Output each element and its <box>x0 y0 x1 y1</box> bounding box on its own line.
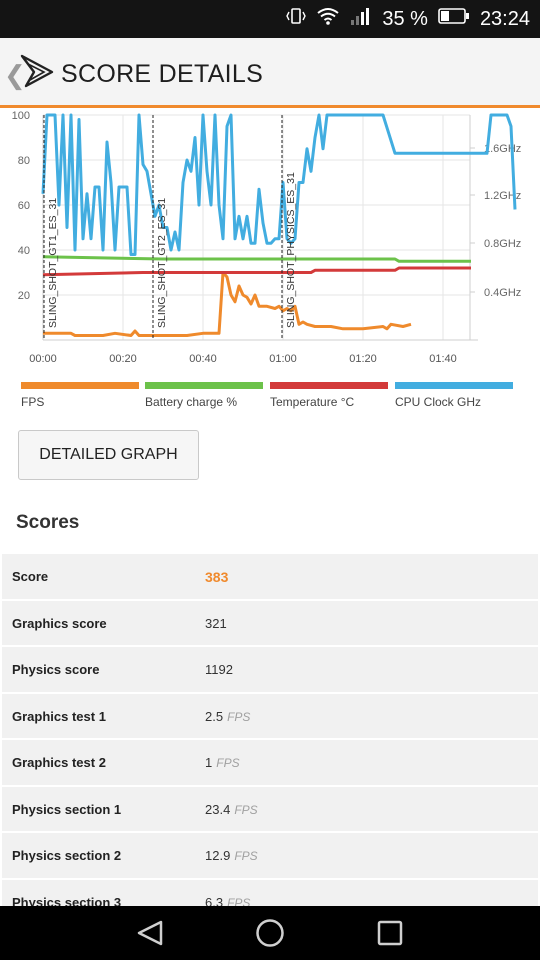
series-line-0 <box>43 271 412 337</box>
series-line-3 <box>41 113 517 256</box>
navigation-bar <box>0 906 540 960</box>
table-row: Graphics test 1 2.5 FPS <box>2 691 538 738</box>
row-value: 321 <box>205 616 227 631</box>
y-tick-label-left: 100 <box>12 110 30 122</box>
row-label: Graphics test 1 <box>12 708 106 724</box>
value-unit: FPS <box>227 895 251 907</box>
x-tick-label: 00:00 <box>29 353 57 365</box>
legend-cpu-clock: CPU Clock GHz <box>395 382 513 412</box>
clock-time: 23:24 <box>479 7 530 30</box>
legend-temperature-swatch <box>270 382 388 389</box>
page-title: SCORE DETAILS <box>61 60 264 88</box>
row-value: 1 FPS <box>205 755 240 770</box>
y-tick-label-right: 0.8GHz <box>484 238 521 250</box>
row-label: Graphics score <box>12 615 107 631</box>
legend-cpu-clock-label: CPU Clock GHz <box>395 395 482 409</box>
nav-home-icon[interactable] <box>256 919 284 947</box>
x-tick-label: 01:00 <box>269 353 297 365</box>
performance-chart: 100 80 60 40 20 1.6GHz 1.2GHz 0.8GHz 0.4GHz 00:00… <box>12 110 522 365</box>
value-unit: FPS <box>234 802 258 817</box>
y-tick-label-left: 80 <box>18 155 30 167</box>
row-value: 2.5 FPS <box>205 709 250 724</box>
value-number: 2.5 <box>205 708 224 724</box>
series-line-2 <box>42 266 471 277</box>
value-number: 383 <box>205 569 229 585</box>
x-tick-label: 00:20 <box>109 353 137 365</box>
legend-battery-swatch <box>145 382 263 389</box>
value-number: 1 <box>205 755 213 770</box>
value-unit: FPS <box>234 849 258 863</box>
value-unit: FPS <box>216 756 240 770</box>
row-value: 23.4 FPS <box>205 802 258 817</box>
test-marker-label: SLING_SHOT_PHYSICS_ES_31 <box>285 172 297 328</box>
row-value: 383 <box>205 569 228 585</box>
table-row: Physics section 1 23.4 FPS <box>2 784 538 831</box>
scores-table: Score 383 Graphics score 321 Physics sco… <box>2 552 538 906</box>
test-marker-label: SLING_SHOT_GT2_ES_31 <box>156 198 168 328</box>
value-number: 321 <box>205 615 227 631</box>
scores-heading: Scores <box>16 512 80 533</box>
back-chevron-icon[interactable]: ❮ <box>4 60 26 90</box>
legend-cpu-clock-swatch <box>395 382 513 389</box>
table-row: Score 383 <box>2 552 538 599</box>
x-tick-label: 00:40 <box>189 353 217 365</box>
nav-back-icon[interactable] <box>137 920 163 946</box>
row-label: Graphics test 2 <box>12 755 106 770</box>
signal-icon <box>350 6 372 32</box>
row-value: 6.3 FPS <box>205 895 250 907</box>
vibrate-icon <box>286 6 307 32</box>
row-label: Physics section 3 <box>12 894 122 907</box>
legend-temperature-label: Temperature °C <box>270 395 355 409</box>
legend-fps: FPS <box>21 382 139 412</box>
battery-percent: 35 % <box>382 7 428 30</box>
table-row: Physics section 2 12.9 FPS <box>2 831 538 878</box>
3dmark-logo-icon[interactable] <box>20 52 54 88</box>
battery-icon <box>438 7 470 31</box>
y-tick-label-right: 1.6GHz <box>484 143 521 155</box>
legend-fps-label: FPS <box>21 395 45 409</box>
table-row: Graphics test 2 1 FPS <box>2 738 538 785</box>
x-tick-label: 01:40 <box>429 353 457 365</box>
row-label: Physics section 2 <box>12 848 122 863</box>
status-bar: 35 % 23:24 <box>0 0 540 38</box>
y-tick-label-right: 1.2GHz <box>484 190 521 202</box>
row-label: Physics score <box>12 662 100 677</box>
x-tick-label: 01:20 <box>349 353 377 365</box>
y-tick-label-right: 0.4GHz <box>484 287 521 299</box>
row-label: Score <box>12 569 49 584</box>
nav-recents-icon[interactable] <box>377 920 403 946</box>
table-row: Graphics score 321 <box>2 598 538 645</box>
value-number: 1192 <box>205 662 233 677</box>
content-scroll-area[interactable]: 100 80 60 40 20 1.6GHz 1.2GHz 0.8GHz 0.4GHz 00:00… <box>0 108 540 906</box>
detailed-graph-button[interactable]: DETAILED GRAPH <box>18 430 199 480</box>
test-marker-label: SLING_SHOT_GT1_ES_31 <box>47 198 59 328</box>
value-unit: FPS <box>227 709 251 724</box>
legend-battery: Battery charge % <box>145 382 263 412</box>
row-value: 1192 <box>205 662 233 677</box>
y-tick-label-left: 60 <box>18 200 30 212</box>
y-tick-label-left: 20 <box>18 290 30 302</box>
table-row: Physics section 3 6.3 FPS <box>2 877 538 907</box>
value-number: 12.9 <box>205 848 231 863</box>
row-value: 12.9 FPS <box>205 848 258 863</box>
value-number: 6.3 <box>205 894 224 907</box>
y-tick-label-left: 40 <box>18 245 30 257</box>
series-line-1 <box>42 255 471 263</box>
app-bar: ❮ SCORE DETAILS <box>0 38 540 108</box>
table-row: Physics score 1192 <box>2 645 538 692</box>
wifi-icon <box>316 6 340 32</box>
value-number: 23.4 <box>205 801 231 817</box>
legend-battery-label: Battery charge % <box>145 395 238 409</box>
legend-fps-swatch <box>21 382 139 389</box>
row-label: Physics section 1 <box>12 801 122 817</box>
legend-temperature: Temperature °C <box>270 382 388 412</box>
